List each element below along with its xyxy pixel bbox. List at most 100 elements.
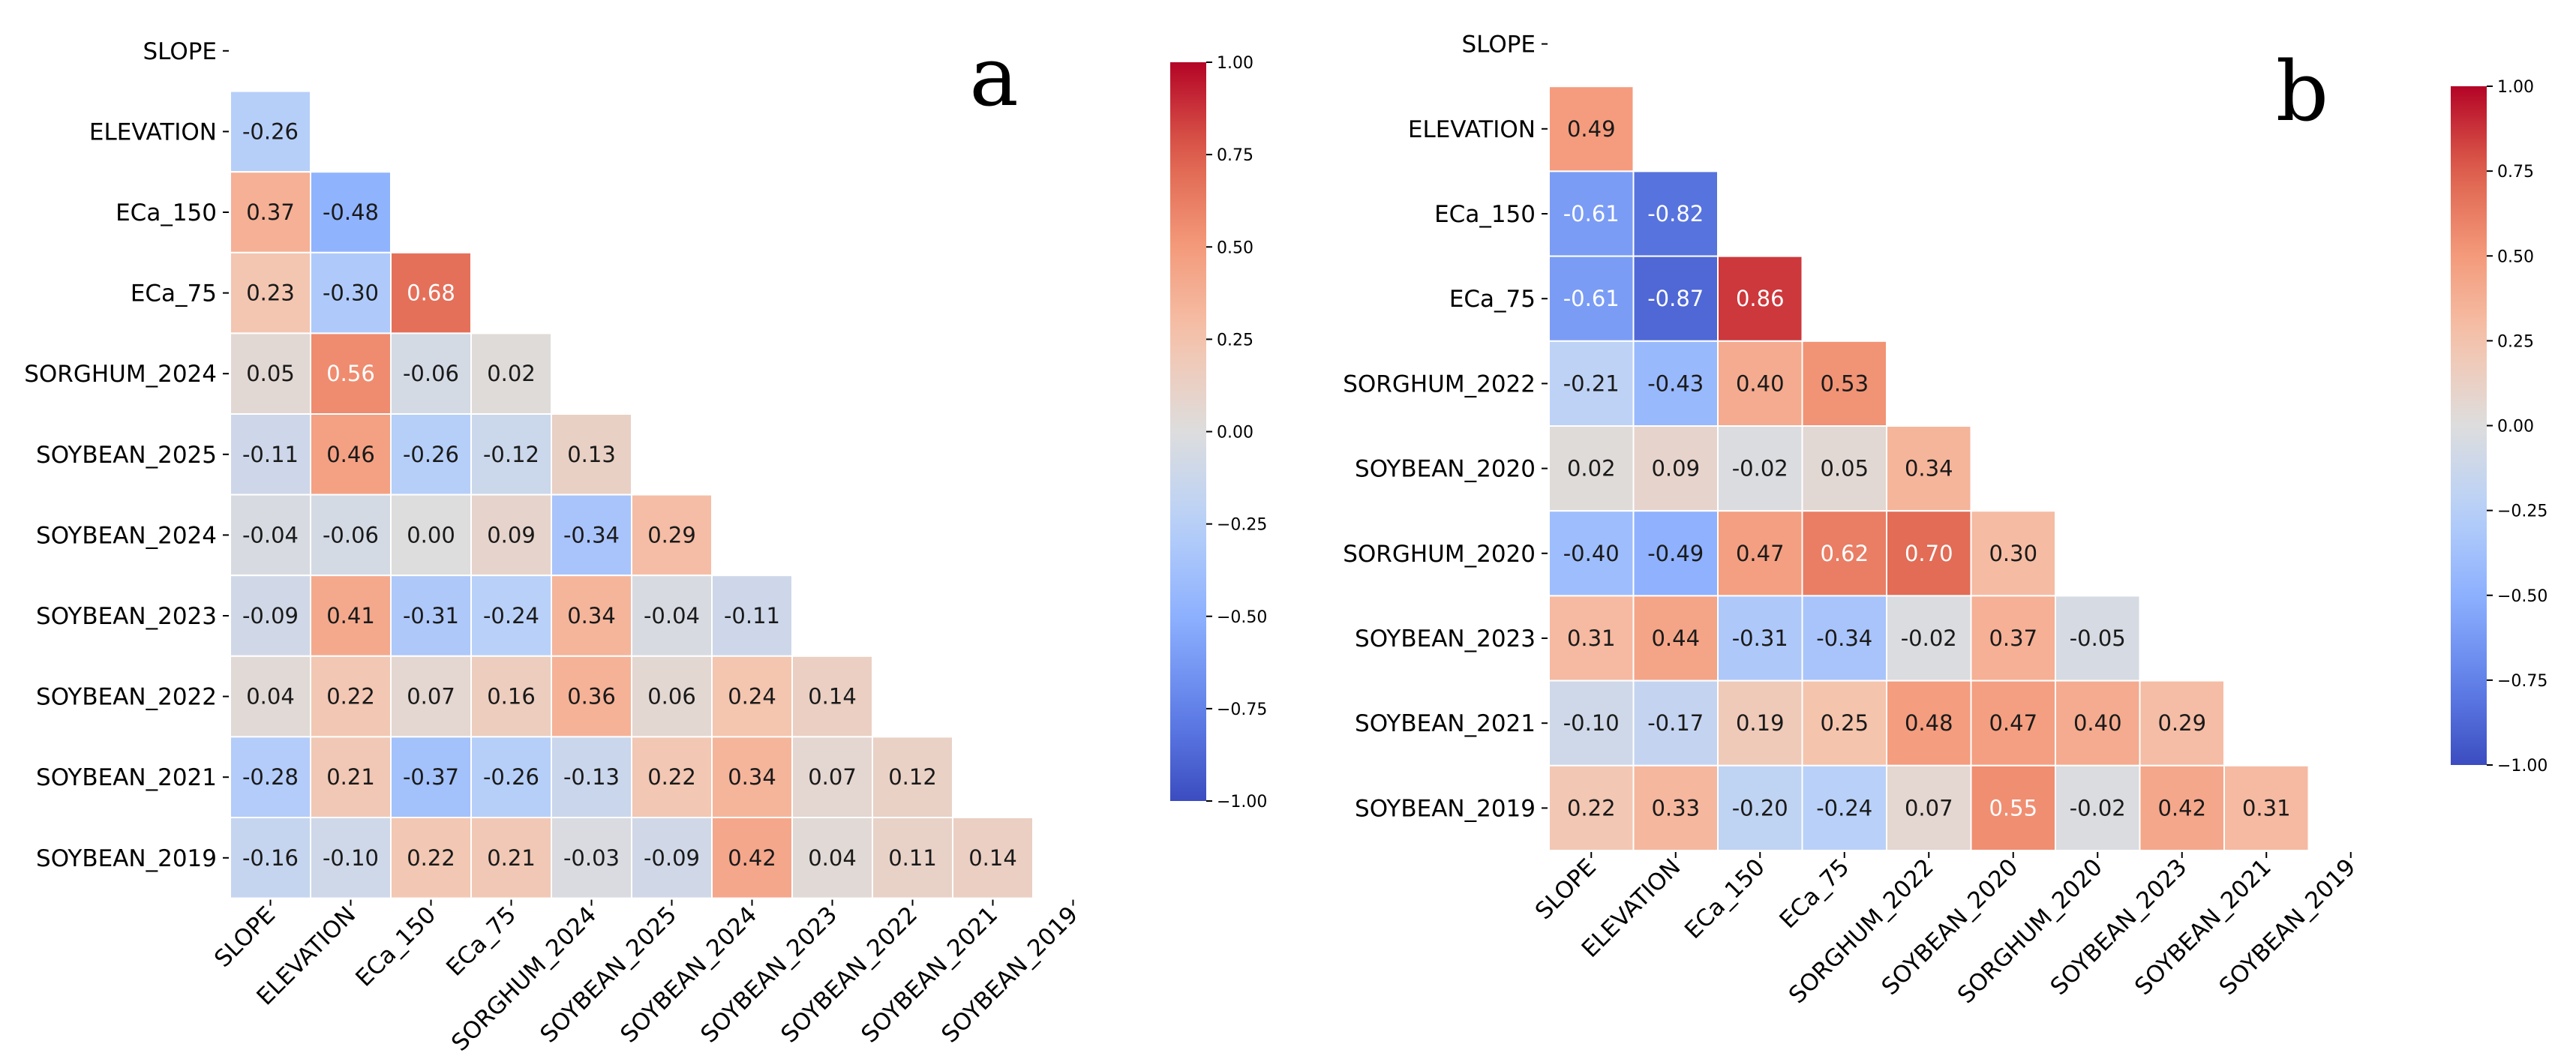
- cell-value-label: 0.42: [728, 845, 776, 871]
- cell-value-label: -0.26: [483, 764, 539, 790]
- y-tick-label: SORGHUM_2020: [1343, 541, 1536, 568]
- heatmap-cell: [1632, 680, 1719, 766]
- x-tick-label: ECa_150: [350, 902, 441, 992]
- cell-value-label: 0.04: [808, 845, 857, 871]
- heatmap-cell: [1886, 680, 1972, 766]
- cell-value-label: 0.09: [487, 522, 536, 548]
- heatmap-cell: [1717, 680, 1803, 766]
- cell-value-label: 0.42: [2157, 795, 2206, 820]
- cell-value-label: 0.47: [1989, 710, 2037, 736]
- y-tick-label: SORGHUM_2022: [1343, 370, 1536, 398]
- heatmap-cell: [1632, 425, 1719, 512]
- colorbar-tick-label: −0.50: [2497, 587, 2547, 606]
- cell-value-label: 0.55: [1989, 795, 2037, 820]
- y-tick-label: SLOPE: [143, 38, 217, 65]
- cell-value-label: -0.49: [1647, 541, 1704, 566]
- cell-value-label: 0.30: [1989, 541, 2037, 566]
- y-tick-label: SOYBEAN_2023: [36, 603, 217, 630]
- x-tick-label: SORGHUM_2022: [1784, 854, 1939, 1009]
- colorbar-tick-label: −1.00: [2497, 757, 2547, 776]
- colorbar: [2451, 86, 2487, 765]
- heatmap-cell: [310, 413, 392, 496]
- x-tick-label: SOYBEAN_2025: [535, 902, 682, 1048]
- colorbar-tick-label: −0.25: [1217, 516, 1267, 535]
- heatmap-cell: [1970, 764, 2056, 851]
- heatmap-cell: [631, 817, 713, 899]
- heatmap-panel-a: -0.26 0.37 -0.48 0.23 -0.30 0.68 0.05 0.56 -0.06…: [24, 28, 1267, 1057]
- cell-value-label: 0.24: [728, 684, 776, 710]
- heatmap-cell: [470, 574, 552, 657]
- cell-value-label: -0.26: [403, 442, 459, 467]
- y-tick-label: SOYBEAN_2022: [36, 684, 217, 711]
- heatmap-cell: [711, 574, 793, 657]
- cell-value-label: 0.29: [647, 522, 696, 548]
- heatmap-cell: [230, 655, 311, 738]
- heatmap-cell: [1548, 86, 1635, 172]
- heatmap-cell: [1632, 170, 1719, 257]
- y-tick-label: SOYBEAN_2024: [36, 522, 217, 549]
- cell-value-label: -0.24: [1816, 795, 1872, 820]
- y-tick-label: ECa_150: [1434, 201, 1536, 228]
- heatmap-cell: [2055, 764, 2141, 851]
- heatmap-cell: [1886, 510, 1972, 597]
- heatmap-cell: [1717, 510, 1803, 597]
- heatmap-cell: [470, 817, 552, 899]
- cell-value-label: -0.31: [403, 603, 459, 628]
- cell-value-label: 0.36: [567, 684, 616, 710]
- cell-value-label: -0.87: [1647, 286, 1704, 311]
- heatmap-cell: [1801, 595, 1887, 682]
- heatmap-cell: [1548, 425, 1635, 512]
- heatmap-cell: [872, 817, 953, 899]
- heatmap-cell: [1548, 510, 1635, 597]
- heatmap-cell: [1717, 595, 1803, 682]
- heatmap-cell: [230, 171, 311, 254]
- heatmap-cell: [1717, 764, 1803, 851]
- y-tick-label: SOYBEAN_2019: [1355, 795, 1536, 822]
- colorbar-tick-label: −1.00: [1217, 793, 1267, 812]
- cell-value-label: -0.34: [563, 522, 620, 548]
- heatmap-cell: [1801, 425, 1887, 512]
- cell-value-label: 0.34: [1905, 456, 1953, 482]
- heatmap-cell: [551, 817, 632, 899]
- heatmap-cell: [310, 574, 392, 657]
- cell-value-label: 0.31: [2242, 795, 2291, 820]
- cell-value-label: 0.68: [407, 280, 455, 306]
- cell-value-label: 0.86: [1736, 286, 1785, 311]
- cell-value-label: 0.34: [567, 603, 616, 628]
- cell-value-label: -0.28: [242, 764, 299, 790]
- cell-value-label: 0.56: [326, 361, 375, 386]
- heatmap-cell: [1632, 595, 1719, 682]
- cell-value-label: 0.07: [808, 764, 857, 790]
- cell-value-label: 0.22: [407, 845, 455, 871]
- cell-value-label: 0.11: [888, 845, 937, 871]
- colorbar-tick-label: −0.75: [2497, 672, 2547, 691]
- cell-value-label: 0.21: [326, 764, 375, 790]
- cell-value-label: -0.03: [563, 845, 620, 871]
- heatmap-cell: [470, 332, 552, 415]
- cell-value-label: -0.02: [2070, 795, 2126, 820]
- heatmap-panel-b: 0.49 -0.61 -0.82 -0.61 -0.87 0.86 -0.21 -0.43 0.…: [1343, 32, 2547, 1010]
- cell-value-label: 0.07: [407, 684, 455, 710]
- x-tick-label: SORGHUM_2020: [1953, 854, 2108, 1009]
- heatmap-cell: [2055, 595, 2141, 682]
- cell-value-label: -0.04: [644, 603, 700, 628]
- heatmap-cell: [390, 251, 472, 334]
- cell-value-label: -0.26: [242, 118, 299, 144]
- cell-value-label: 0.00: [407, 522, 455, 548]
- cell-value-label: 0.23: [246, 280, 295, 306]
- cell-value-label: 0.70: [1905, 541, 1953, 566]
- colorbar-tick-label: 0.25: [1217, 331, 1253, 350]
- heatmap-cell: [1717, 255, 1803, 342]
- cell-value-label: 0.62: [1820, 541, 1869, 566]
- x-tick-label: ECa_75: [441, 902, 521, 982]
- cell-value-label: -0.10: [323, 845, 379, 871]
- heatmap-cell: [1970, 510, 2056, 597]
- heatmap-cell: [1548, 680, 1635, 766]
- y-tick-label: SOYBEAN_2025: [36, 442, 217, 469]
- cell-value-label: 0.25: [1820, 710, 1869, 736]
- cell-value-label: 0.14: [808, 684, 857, 710]
- heatmap-cell: [1886, 595, 1972, 682]
- x-tick-label: ECa_150: [1680, 854, 1770, 944]
- heatmap-cell: [1801, 340, 1887, 427]
- cell-value-label: -0.11: [242, 442, 299, 467]
